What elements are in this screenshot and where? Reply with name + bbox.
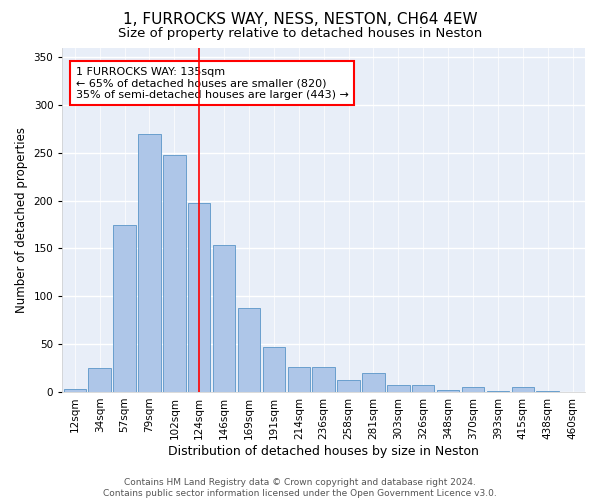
- Bar: [113, 224, 136, 392]
- Bar: [238, 308, 260, 392]
- Text: Size of property relative to detached houses in Neston: Size of property relative to detached ho…: [118, 28, 482, 40]
- Bar: [387, 386, 410, 392]
- Y-axis label: Number of detached properties: Number of detached properties: [15, 126, 28, 312]
- Bar: [64, 389, 86, 392]
- Bar: [437, 390, 460, 392]
- Bar: [362, 373, 385, 392]
- Bar: [138, 134, 161, 392]
- Bar: [313, 367, 335, 392]
- Bar: [263, 347, 285, 392]
- Text: 1, FURROCKS WAY, NESS, NESTON, CH64 4EW: 1, FURROCKS WAY, NESS, NESTON, CH64 4EW: [122, 12, 478, 28]
- Bar: [213, 244, 235, 392]
- Bar: [337, 380, 360, 392]
- Bar: [412, 386, 434, 392]
- X-axis label: Distribution of detached houses by size in Neston: Distribution of detached houses by size …: [168, 444, 479, 458]
- Bar: [163, 154, 185, 392]
- Bar: [462, 387, 484, 392]
- Bar: [512, 387, 534, 392]
- Bar: [487, 391, 509, 392]
- Bar: [536, 391, 559, 392]
- Bar: [188, 204, 211, 392]
- Bar: [287, 367, 310, 392]
- Text: Contains HM Land Registry data © Crown copyright and database right 2024.
Contai: Contains HM Land Registry data © Crown c…: [103, 478, 497, 498]
- Bar: [88, 368, 111, 392]
- Text: 1 FURROCKS WAY: 135sqm
← 65% of detached houses are smaller (820)
35% of semi-de: 1 FURROCKS WAY: 135sqm ← 65% of detached…: [76, 66, 349, 100]
